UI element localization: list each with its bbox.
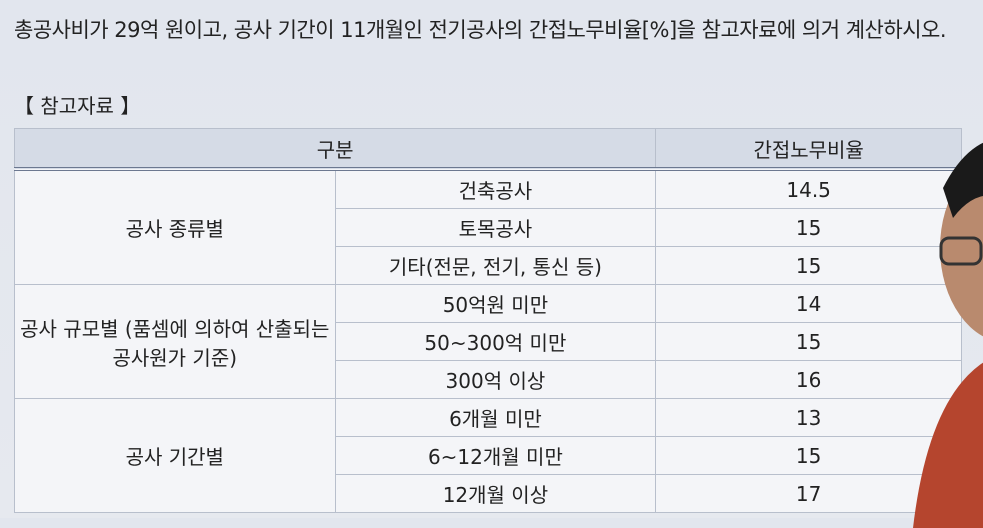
subcategory-cell: 50~300억 미만	[334, 322, 657, 361]
question-text: 총공사비가 29억 원이고, 공사 기간이 11개월인 전기공사의 간접노무비율…	[14, 18, 947, 42]
subcategory-cell: 건축공사	[334, 168, 657, 209]
table-row: 50~300억 미만 15	[15, 322, 962, 361]
table-row: 공사 종류별 건축공사 14.5	[14, 168, 962, 285]
header-rate: 간접노무비율	[655, 128, 962, 171]
rate-cell: 14.5	[655, 168, 962, 209]
rate-cell: 16	[655, 360, 962, 399]
subcategory-cell: 6개월 미만	[334, 398, 657, 437]
presenter-image	[913, 142, 983, 528]
rate-cell: 17	[655, 474, 962, 513]
header-category: 구분	[13, 128, 657, 171]
rate-cell: 15	[655, 246, 962, 285]
rate-cell: 15	[655, 208, 962, 247]
subcategory-cell: 50억원 미만	[334, 284, 657, 323]
rate-cell: 15	[655, 322, 962, 361]
subcategory-cell: 300억 이상	[334, 360, 657, 399]
table-row: 기타(전문, 전기, 통신 등) 15	[15, 246, 962, 285]
reference-table: 구분 간접노무비율 공사 종류별 건축공사 14.5 토목공사 15 기타(전문, 전기,…	[13, 128, 962, 513]
reference-label: 【 참고자료 】	[14, 94, 141, 118]
subcategory-cell: 토목공사	[334, 208, 657, 247]
subcategory-cell: 기타(전문, 전기, 통신 등)	[334, 246, 657, 285]
group-label: 공사 종류별	[14, 168, 336, 285]
subcategory-cell: 12개월 이상	[334, 474, 657, 513]
table-row: 공사 규모별 (품셈에 의하여 산출되는 공사원가 기준) 50억원 미만 14	[14, 284, 962, 399]
group-label: 공사 기간별	[14, 398, 336, 513]
table-row: 300억 이상 16	[15, 360, 962, 399]
rate-cell: 13	[655, 398, 962, 437]
group-label: 공사 규모별 (품셈에 의하여 산출되는 공사원가 기준)	[14, 284, 336, 399]
rate-cell: 14	[655, 284, 962, 323]
table-row: 공사 기간별 6개월 미만 13	[14, 398, 962, 513]
subcategory-cell: 6~12개월 미만	[334, 436, 657, 475]
table-row: 12개월 이상 17	[15, 474, 962, 513]
